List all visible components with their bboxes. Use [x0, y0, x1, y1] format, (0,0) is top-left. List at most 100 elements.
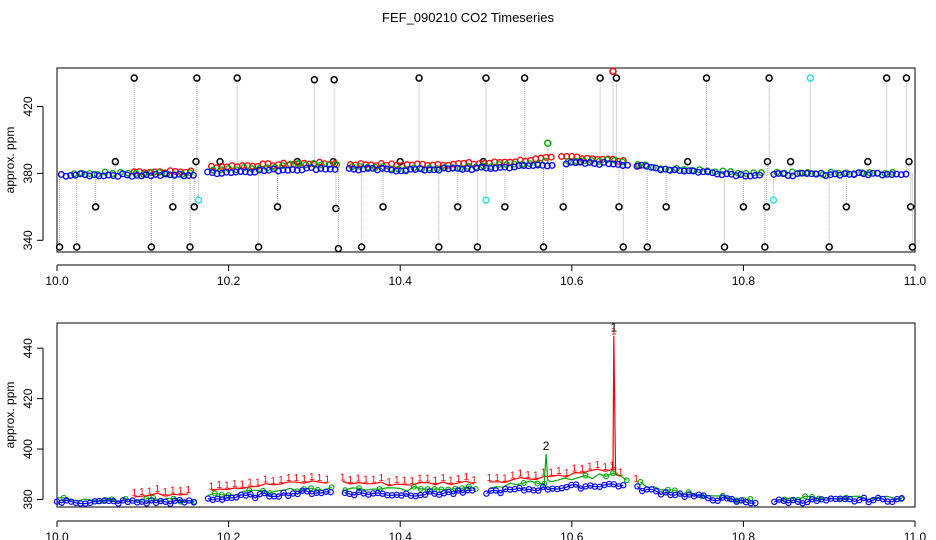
data-point	[425, 166, 433, 174]
x-tick-label: 10.8	[732, 274, 756, 288]
data-point	[496, 163, 504, 171]
series-marker-label: 1	[471, 475, 477, 486]
outlier-point	[334, 244, 343, 253]
data-point	[317, 161, 325, 169]
outlier-point	[415, 74, 423, 82]
series-marker-label: 1	[379, 473, 385, 484]
data-point	[605, 160, 613, 168]
data-point	[279, 166, 287, 174]
series-line-segment	[342, 480, 475, 487]
x-tick-label: 11.0	[904, 274, 927, 288]
data-point	[751, 172, 759, 179]
data-point	[289, 166, 296, 174]
series-marker-label: 1	[448, 476, 454, 487]
outlier-point	[233, 74, 241, 82]
data-point	[798, 169, 806, 177]
outlier-point	[310, 75, 319, 84]
data-point	[548, 162, 556, 169]
data-point	[784, 172, 792, 179]
data-point	[694, 168, 702, 176]
outlier-point	[905, 157, 913, 166]
data-point	[638, 161, 646, 169]
data-point	[166, 171, 174, 179]
series-marker-label: 1	[355, 474, 361, 485]
outlier-point	[763, 157, 772, 166]
series-marker-label: 1	[155, 484, 161, 495]
plot-frame	[56, 322, 916, 508]
data-point	[610, 470, 616, 477]
series-marker-label: 1	[209, 481, 215, 492]
data-point	[161, 170, 169, 178]
data-point	[888, 171, 896, 179]
outlier-point	[864, 157, 872, 166]
series-line-segment	[211, 480, 328, 491]
data-point	[756, 171, 764, 179]
series-marker-label: 1	[340, 472, 346, 483]
series-marker-label: 1	[541, 468, 547, 479]
series-line-segment	[489, 335, 621, 484]
outlier-point	[662, 203, 670, 211]
data-point	[350, 165, 358, 173]
y-tick-label: 380	[21, 163, 35, 183]
outlier-point	[520, 74, 529, 82]
series-marker-label: 1	[309, 472, 315, 483]
data-point	[662, 489, 669, 496]
data-point	[351, 491, 358, 499]
outlier-point	[130, 74, 138, 82]
series-marker-label: 1	[409, 476, 415, 487]
data-point	[240, 164, 248, 171]
outlier-point	[612, 74, 621, 82]
data-point	[581, 160, 589, 167]
data-point	[364, 164, 372, 172]
outlier-point	[539, 243, 548, 251]
data-point	[547, 153, 555, 161]
series-marker-label: 1	[587, 462, 593, 473]
outlier-point	[111, 157, 120, 166]
data-point	[483, 490, 490, 497]
data-point	[713, 170, 721, 178]
data-point	[109, 172, 117, 179]
series-marker-label: 1	[147, 486, 153, 497]
data-point	[883, 170, 891, 178]
data-point	[148, 497, 155, 504]
series-marker-label: 1	[402, 476, 408, 487]
data-point	[279, 162, 287, 169]
data-point	[591, 160, 598, 167]
outlier-point	[379, 203, 387, 211]
data-point	[812, 170, 820, 178]
data-point	[623, 477, 630, 484]
series-marker-label: 1	[371, 475, 377, 486]
outlier-point	[473, 243, 482, 251]
data-point	[265, 166, 273, 174]
series-marker-label: 1	[618, 468, 624, 479]
series-marker-label: 1	[286, 473, 292, 484]
y-tick-label: 420	[21, 388, 35, 408]
data-point	[458, 165, 466, 173]
series-marker-label: 1	[170, 485, 176, 496]
data-point	[293, 166, 301, 174]
data-point	[718, 171, 726, 179]
data-point	[619, 162, 627, 169]
data-point	[246, 168, 254, 176]
series-marker-label: 1	[633, 474, 639, 485]
outlier-point	[906, 203, 915, 211]
data-point	[260, 167, 268, 175]
data-point	[397, 167, 405, 175]
series-line-segment	[345, 485, 476, 492]
data-point	[487, 165, 495, 172]
data-point	[359, 165, 367, 173]
outlier-point	[702, 74, 711, 82]
data-point	[637, 478, 644, 485]
x-tick-label: 10.0	[45, 274, 69, 288]
series-marker-label: 1	[301, 474, 307, 485]
data-point	[407, 165, 414, 173]
data-point	[105, 171, 112, 179]
series-marker-label: 1	[263, 475, 269, 486]
data-point	[430, 166, 438, 174]
series-line-segment	[486, 483, 624, 495]
series-marker-label: 1	[440, 473, 446, 484]
data-point	[845, 170, 853, 178]
series-marker-label: 1	[456, 474, 462, 485]
data-point	[142, 171, 150, 179]
outlier-group	[55, 67, 917, 253]
